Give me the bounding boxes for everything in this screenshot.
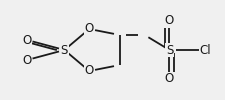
Text: S: S — [61, 44, 68, 56]
Text: O: O — [164, 72, 173, 86]
Text: O: O — [164, 14, 173, 28]
Text: O: O — [84, 64, 93, 78]
Text: O: O — [84, 22, 93, 36]
Text: O: O — [22, 34, 32, 46]
Text: S: S — [165, 44, 172, 56]
Text: O: O — [22, 54, 32, 66]
Text: Cl: Cl — [199, 44, 211, 56]
